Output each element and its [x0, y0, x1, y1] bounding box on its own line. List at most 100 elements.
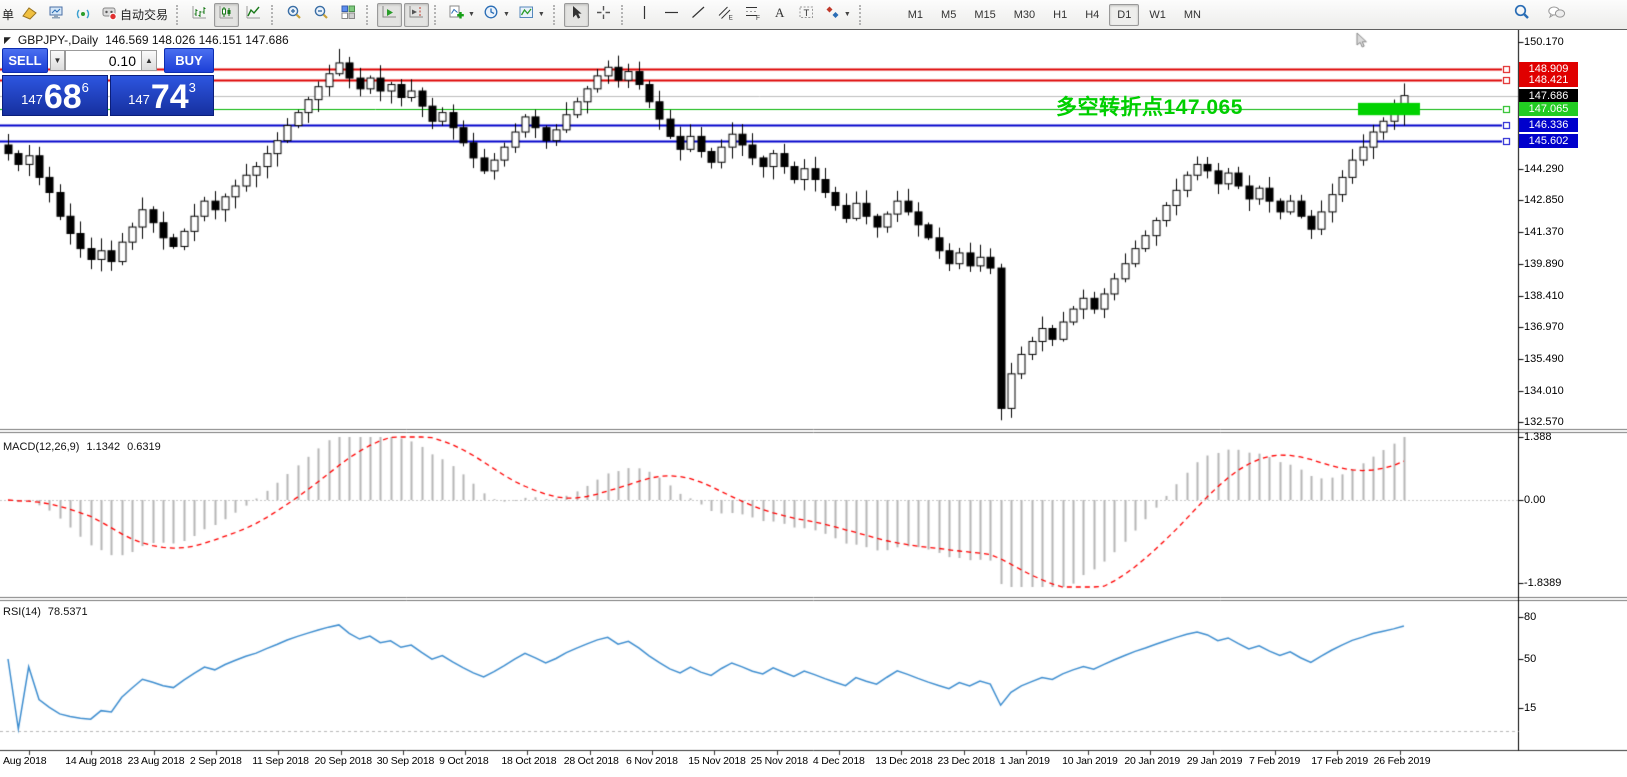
timeframe-toolbar: M1 M5 M15 M30 H1 H4 D1 W1 MN: [899, 3, 1210, 26]
svg-text:E: E: [728, 14, 733, 21]
price-axis-tick-label: 134.010: [1524, 384, 1564, 397]
chat-icon: [1547, 4, 1567, 26]
label-icon: T: [798, 4, 815, 26]
crosshair-button[interactable]: [591, 3, 616, 27]
new-order-button[interactable]: 单: [1, 3, 15, 27]
fibonacci-button[interactable]: F: [740, 3, 765, 27]
toolbar-separator: [176, 4, 182, 25]
buy-price-pip: 3: [188, 80, 196, 95]
chevron-down-icon: ▼: [843, 11, 851, 18]
timeframe-m1-button[interactable]: M1: [907, 8, 924, 21]
timeframe-m15-button[interactable]: M15: [974, 8, 996, 21]
volume-input[interactable]: [65, 50, 142, 71]
price-axis-tick-label: 135.490: [1524, 352, 1564, 365]
timeframe-m30-button[interactable]: M30: [1013, 8, 1036, 21]
templates-button[interactable]: ▼: [515, 3, 548, 27]
vertical-line-icon: [636, 4, 653, 26]
gold-button[interactable]: [17, 3, 42, 27]
zoom-in-button[interactable]: [282, 3, 307, 27]
arrows-button[interactable]: ▼: [821, 3, 854, 27]
svg-text:F: F: [756, 15, 760, 21]
candlestick-chart-button[interactable]: [214, 2, 240, 27]
bar-chart-button[interactable]: [187, 3, 212, 27]
autotrading-icon: [101, 4, 118, 26]
label-button[interactable]: T: [794, 3, 819, 27]
time-axis-label: 9 Oct 2018: [439, 755, 489, 767]
time-axis-label: 6 Nov 2018: [626, 755, 678, 767]
autotrading-button[interactable]: 自动交易: [98, 3, 171, 27]
trendline-button[interactable]: [686, 3, 711, 27]
timeframe-mn-button[interactable]: MN: [1183, 8, 1201, 21]
tile-windows-button[interactable]: [336, 3, 361, 27]
chat-button[interactable]: [1544, 3, 1570, 27]
periods-button[interactable]: ▼: [480, 3, 513, 27]
rsi-axis-tick-label: 80: [1524, 611, 1537, 623]
auto-scroll-icon: [381, 4, 398, 26]
time-axis-label: 26 Feb 2019: [1373, 755, 1431, 767]
metaeditor-icon: [48, 4, 65, 26]
chart-shift-button[interactable]: [404, 2, 430, 27]
toolbar-separator: [434, 4, 440, 25]
rsi-name: RSI(14): [3, 606, 41, 618]
sell-price-big: 68: [43, 78, 82, 117]
timeframe-m5-button[interactable]: M5: [941, 8, 957, 21]
crosshair-icon: [595, 4, 612, 26]
time-axis-label: 14 Aug 2018: [65, 755, 123, 767]
buy-price-display[interactable]: 147 74 3: [110, 75, 214, 116]
rsi-axis-tick-label: 50: [1524, 653, 1537, 665]
sell-button[interactable]: SELL: [2, 48, 48, 73]
price-level-badge: 145.602: [1519, 133, 1578, 148]
toolbar-separator: [552, 4, 559, 25]
line-chart-button[interactable]: [241, 3, 266, 27]
price-level-badge: 148.421: [1519, 72, 1578, 87]
horizontal-line-button[interactable]: [659, 3, 684, 27]
metaeditor-button[interactable]: [44, 3, 69, 27]
price-axis-tick-label: 142.850: [1524, 194, 1564, 207]
macd-indicator-header: MACD(12,26,9) 1.1342 0.6319: [3, 441, 161, 453]
tile-windows-icon: [340, 4, 357, 26]
chart-title: ◤ GBPJPY-,Daily 146.569 148.026 146.151 …: [4, 33, 289, 47]
zoom-out-button[interactable]: [309, 3, 334, 27]
templates-icon: [518, 4, 535, 26]
rsi-value: 78.5371: [47, 606, 88, 618]
timeframe-d1-button[interactable]: D1: [1109, 3, 1140, 26]
price-level-badge: 148.909: [1519, 62, 1578, 77]
time-axis-label: 20 Jan 2019: [1124, 755, 1180, 767]
search-button[interactable]: [1509, 3, 1534, 27]
time-axis-label: 17 Feb 2019: [1311, 755, 1369, 767]
sell-price-display[interactable]: 147 68 6: [2, 75, 108, 116]
channel-button[interactable]: E: [713, 3, 738, 27]
price-chart-canvas[interactable]: [0, 30, 1627, 777]
macd-main-value: 1.1342: [86, 441, 121, 453]
macd-axis-tick-label: 1.388: [1524, 430, 1552, 443]
timeframe-w1-button[interactable]: W1: [1149, 8, 1166, 21]
price-axis-tick-label: 141.370: [1524, 226, 1564, 238]
vertical-line-button[interactable]: [632, 3, 657, 27]
pivot-annotation-text: 多空转折点147.065: [1056, 96, 1243, 119]
price-level-badge: 146.336: [1519, 117, 1578, 132]
macd-axis-tick-label: -1.8389: [1524, 577, 1562, 590]
cursor-icon: [568, 4, 585, 26]
timeframe-h1-button[interactable]: H1: [1053, 8, 1068, 21]
volume-up-button[interactable]: ▲: [142, 50, 157, 71]
time-axis-label: 18 Oct 2018: [501, 755, 557, 767]
toolbar-separator: [366, 4, 372, 25]
buy-button[interactable]: BUY: [164, 48, 214, 73]
indicators-button[interactable]: ▼: [445, 3, 478, 27]
line-chart-icon: [245, 4, 262, 26]
timeframe-h4-button[interactable]: H4: [1085, 8, 1100, 21]
svg-text:T: T: [803, 8, 809, 19]
time-axis-label: 23 Aug 2018: [127, 755, 185, 767]
chart-window-icon: ◤: [4, 35, 11, 45]
macd-axis-tick-label: 0.00: [1524, 494, 1546, 506]
text-button[interactable]: A: [767, 3, 792, 27]
price-level-badge: 147.686: [1519, 88, 1578, 103]
time-axis-label: 20 Sep 2018: [314, 755, 373, 767]
cursor-button[interactable]: [563, 2, 589, 27]
new-order-label: 单: [2, 8, 15, 22]
auto-scroll-button[interactable]: [377, 2, 403, 27]
volume-down-button[interactable]: ▼: [50, 50, 65, 71]
price-axis-tick-label: 132.570: [1524, 416, 1564, 428]
text-icon: A: [771, 4, 788, 26]
signal-button[interactable]: [71, 3, 96, 27]
